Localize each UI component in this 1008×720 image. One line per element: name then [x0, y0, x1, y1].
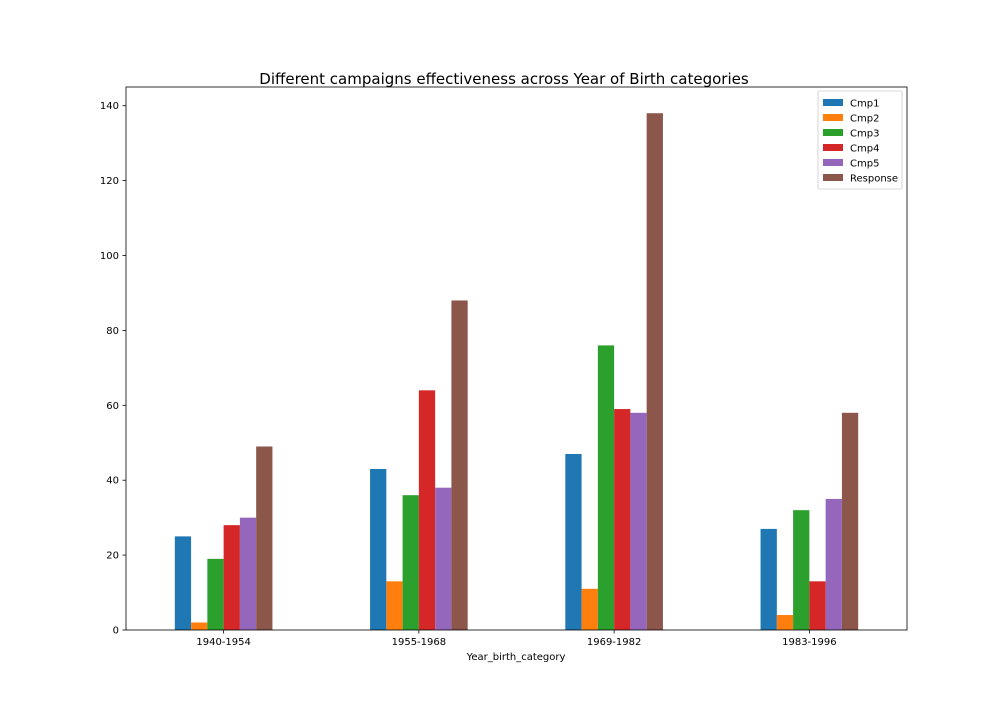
- x-axis-title: Year_birth_category: [466, 652, 566, 663]
- y-tick-label: 0: [113, 626, 119, 637]
- legend-swatch-cmp4: [823, 144, 843, 151]
- bar-response-1983-1996: [841, 412, 859, 630]
- bar-response-1955-1968: [451, 300, 468, 630]
- x-tick-label: 1983-1996: [782, 637, 837, 648]
- bar-cmp1-1940-1954: [174, 536, 192, 630]
- x-tick-label: 1940-1954: [196, 637, 251, 648]
- bar-cmp1-1969-1982: [565, 453, 582, 630]
- bar-cmp1-1955-1968: [370, 468, 387, 630]
- legend: Cmp1 Cmp2 Cmp3 Cmp4 Cmp5 Response: [817, 90, 903, 190]
- bar-cmp1-1983-1996: [760, 528, 777, 630]
- legend-label-cmp5: Cmp5: [850, 159, 879, 170]
- legend-swatch-response: [823, 174, 843, 181]
- bar-cmp4-1969-1982: [614, 409, 631, 630]
- y-tick-label: 60: [106, 401, 119, 412]
- bar-cmp2-1983-1996: [776, 615, 794, 630]
- bar-cmp2-1955-1968: [386, 581, 403, 630]
- bar-cmp5-1940-1954: [239, 517, 257, 630]
- bar-response-1940-1954: [256, 446, 273, 630]
- y-tick-label: 40: [106, 476, 119, 487]
- plot-frame: [125, 86, 908, 631]
- bar-response-1969-1982: [646, 113, 663, 630]
- bar-cmp3-1940-1954: [207, 558, 224, 630]
- axes-group: 0 20 40 60 80 100 120 140 1940-1954 1955-1968 1969…: [100, 86, 908, 648]
- y-tick-label: 120: [100, 176, 119, 187]
- bar-cmp3-1969-1982: [597, 345, 615, 630]
- bar-cmp3-1983-1996: [793, 510, 810, 630]
- legend-label-cmp2: Cmp2: [850, 114, 879, 125]
- bar-cmp4-1983-1996: [809, 581, 826, 630]
- legend-swatch-cmp5: [823, 159, 843, 166]
- legend-swatch-cmp1: [823, 99, 843, 106]
- bars-group: [174, 113, 859, 630]
- legend-label-cmp3: Cmp3: [850, 129, 879, 140]
- legend-label-response: Response: [850, 174, 898, 185]
- legend-swatch-cmp3: [823, 129, 843, 136]
- bar-cmp5-1955-1968: [435, 487, 452, 630]
- x-tick-label: 1955-1968: [392, 637, 447, 648]
- legend-label-cmp1: Cmp1: [850, 99, 879, 110]
- y-tick-label: 100: [100, 251, 119, 262]
- x-tick-label: 1969-1982: [587, 637, 642, 648]
- bar-cmp4-1955-1968: [418, 390, 436, 630]
- y-tick-label: 140: [100, 101, 119, 112]
- legend-label-cmp4: Cmp4: [850, 144, 879, 155]
- bar-cmp5-1969-1982: [630, 412, 647, 630]
- bar-cmp2-1969-1982: [581, 588, 598, 630]
- y-tick-label: 80: [106, 326, 119, 337]
- chart-title: Different campaigns effectiveness across…: [259, 70, 749, 88]
- legend-swatch-cmp2: [823, 114, 843, 121]
- y-tick-label: 20: [106, 551, 119, 562]
- bar-cmp4-1940-1954: [223, 525, 240, 630]
- bar-cmp2-1940-1954: [191, 622, 208, 630]
- bar-cmp3-1955-1968: [402, 495, 419, 630]
- bar-cmp5-1983-1996: [825, 498, 842, 630]
